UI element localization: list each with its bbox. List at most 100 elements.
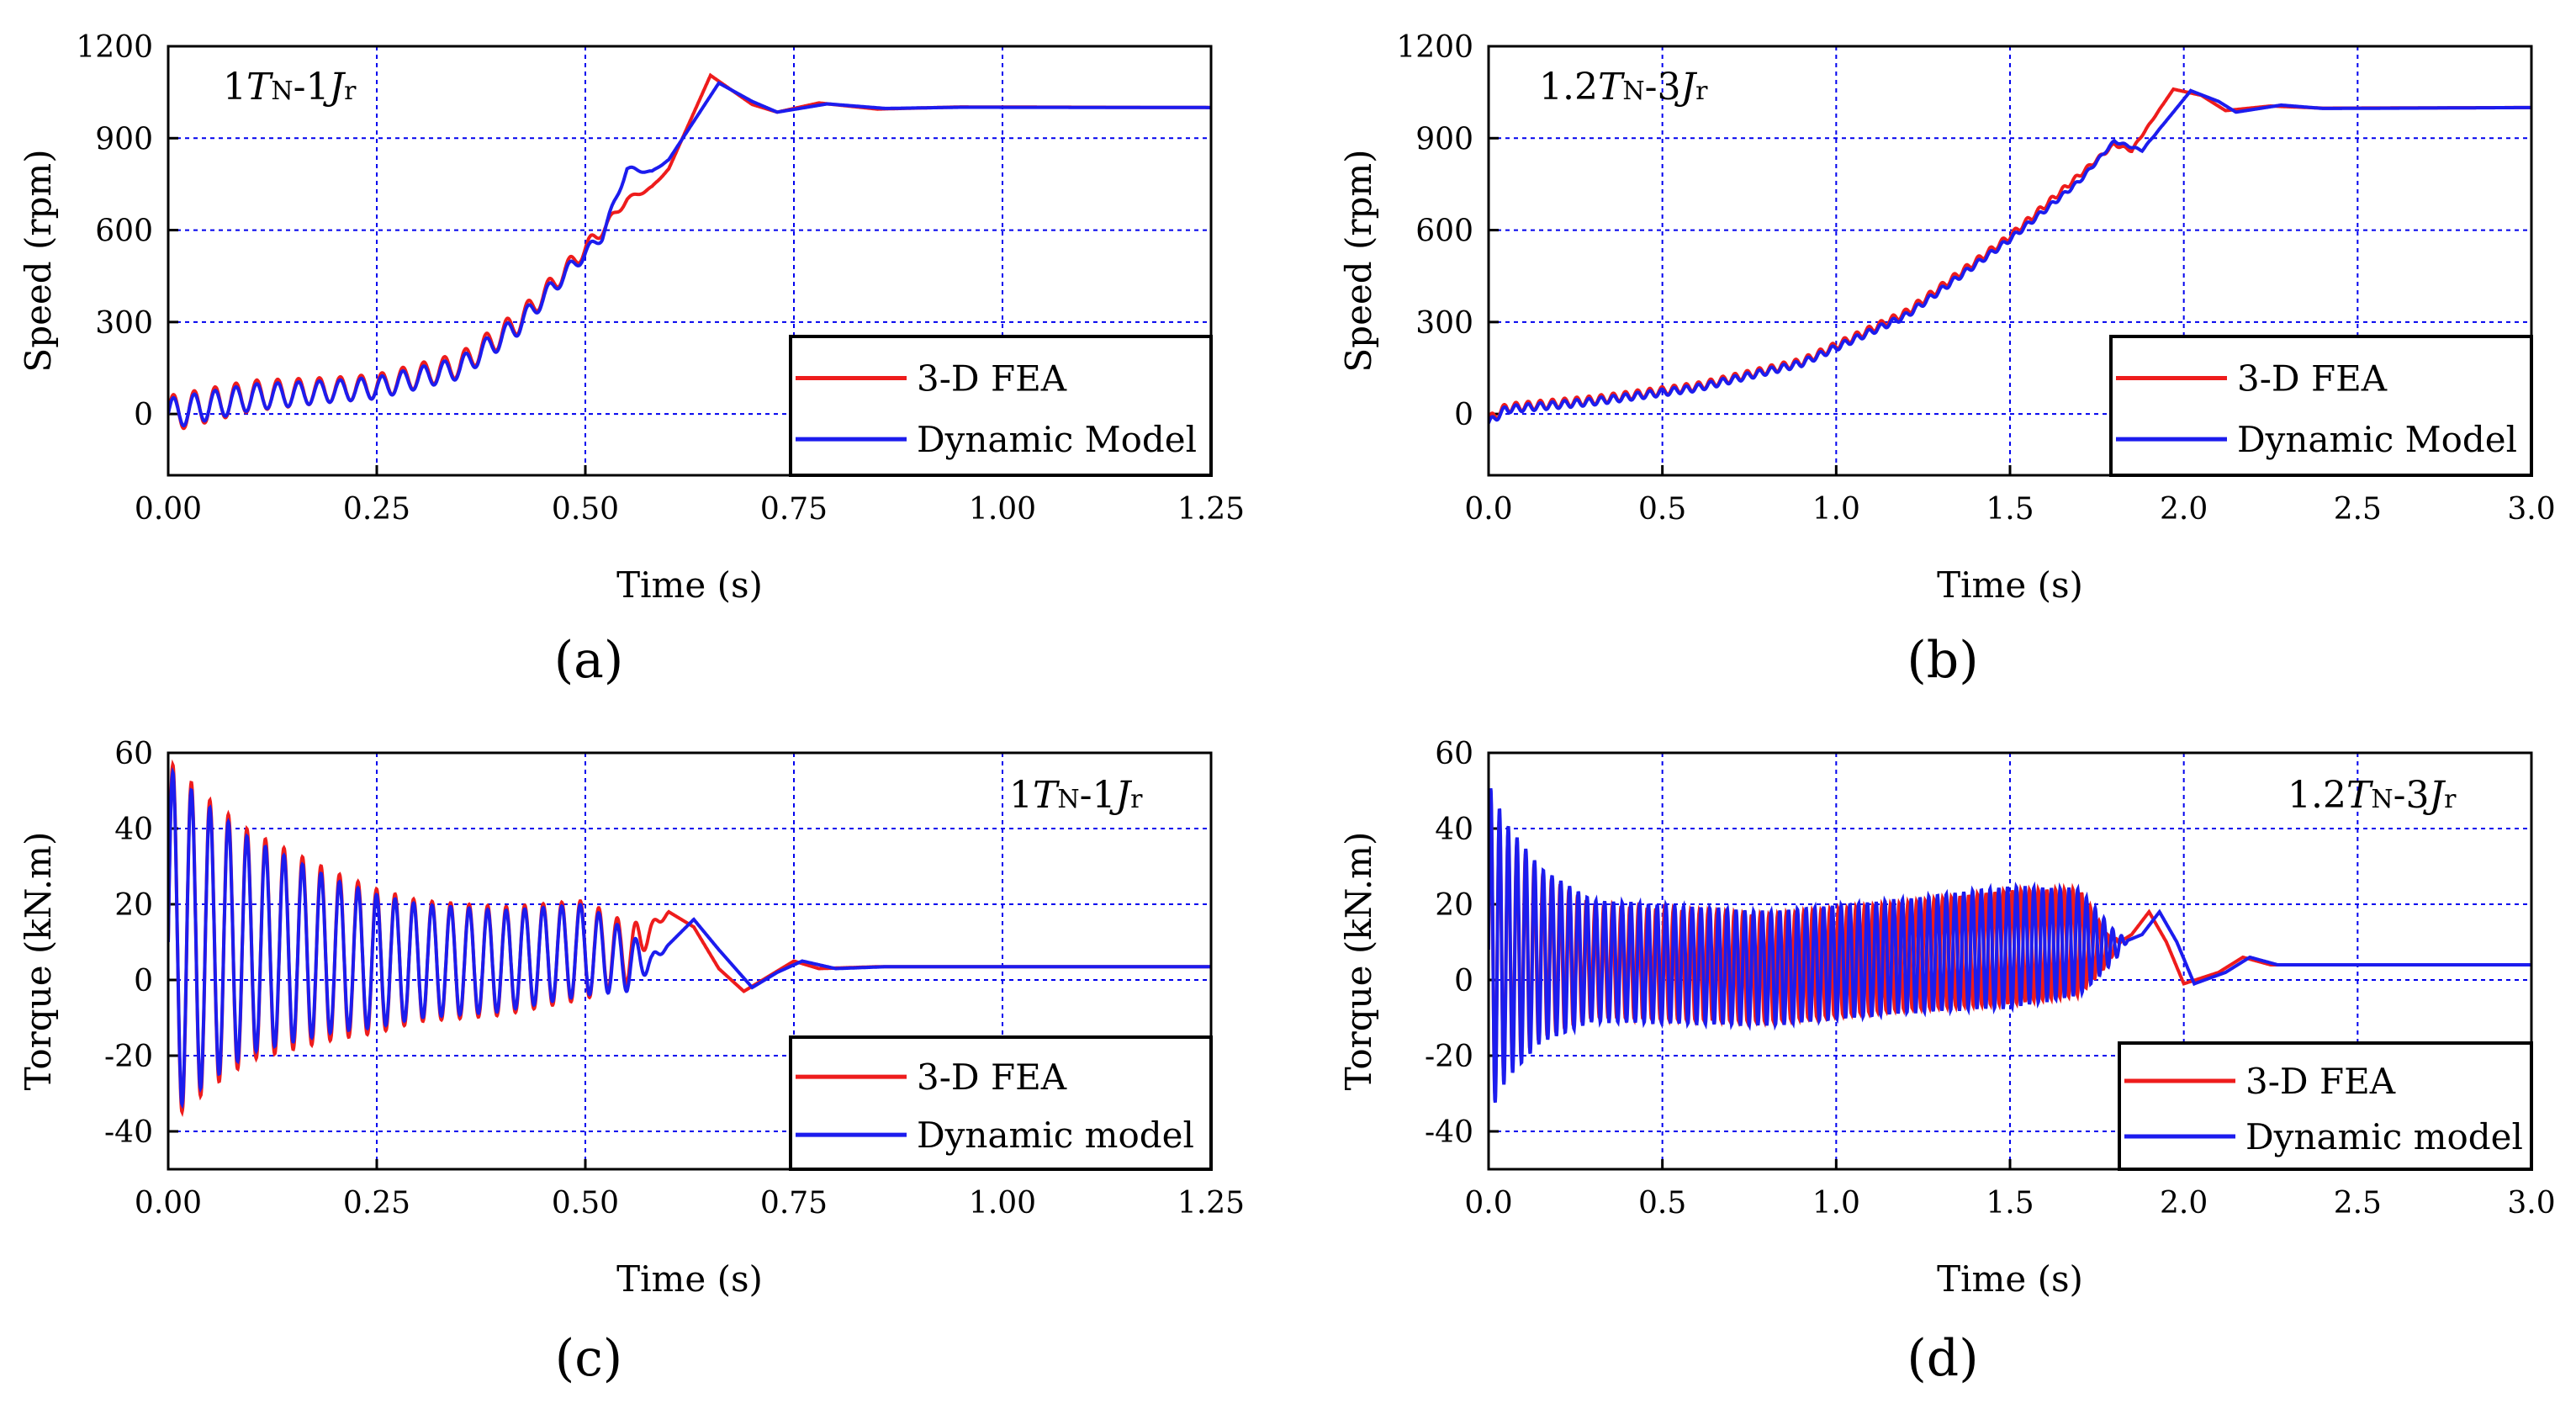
plot-frame bbox=[167, 45, 1213, 477]
x-tick-label: 1.25 bbox=[1177, 492, 1245, 527]
x-tick-label: 0.0 bbox=[1464, 1186, 1512, 1221]
annotation-part-r: r bbox=[1695, 77, 1708, 106]
annotation-part-mid: -1 bbox=[294, 66, 330, 109]
annotation-part-r: r bbox=[2444, 785, 2457, 814]
legend-entry: Dynamic Model bbox=[2237, 419, 2517, 460]
y-tick-label: 0 bbox=[134, 398, 153, 432]
series-line-dynamic-model bbox=[168, 81, 1211, 428]
series-line-dynamic-model bbox=[1489, 88, 2531, 424]
annotation-part-pre: 1.2 bbox=[2288, 774, 2346, 817]
y-axis-label: Speed (rpm) bbox=[18, 149, 59, 372]
series-line-dynamic-model bbox=[168, 766, 1211, 1109]
load-condition-annotation: 1.2TN-3Jr bbox=[2288, 774, 2457, 817]
x-tick-label: 0.50 bbox=[552, 492, 619, 527]
chart-panel-c: 0.00 0.25 0.50 0.75 1.00 1.25 -40 -20 0 20 40 60 3-D… bbox=[18, 737, 1245, 1388]
chart-panel-d: 0.0 0.5 1.0 1.5 2.0 2.5 3.0 -40 -20 0 20 40 60 3-D FE… bbox=[1338, 737, 2556, 1388]
legend-box bbox=[2109, 335, 2533, 477]
x-tick-label: 0.25 bbox=[343, 492, 410, 527]
x-tick-label: 2.5 bbox=[2334, 1186, 2382, 1221]
panel-label: (b) bbox=[1907, 631, 1978, 690]
annotation-part-N: N bbox=[1057, 785, 1079, 814]
annotation-part-mid: -3 bbox=[1645, 66, 1681, 109]
y-tick-label: 60 bbox=[114, 737, 153, 771]
x-tick-label: 3.0 bbox=[2507, 492, 2555, 527]
annotation-part-N: N bbox=[1622, 77, 1644, 106]
plot-frame bbox=[1487, 45, 2533, 477]
y-tick-label: 40 bbox=[114, 813, 153, 847]
annotation-part-r: r bbox=[344, 77, 357, 106]
legend: 3-D FEA Dynamic Model bbox=[789, 335, 1213, 477]
x-axis-label: Time (s) bbox=[616, 1258, 763, 1300]
legend-box bbox=[2118, 1041, 2533, 1171]
plot-frame bbox=[1487, 751, 2533, 1171]
y-tick-label: -40 bbox=[1425, 1115, 1473, 1150]
annotation-part-N: N bbox=[2371, 785, 2393, 814]
x-tick-label: 0.75 bbox=[760, 492, 828, 527]
annotation-part-N: N bbox=[271, 77, 293, 106]
x-tick-label: 3.0 bbox=[2507, 1186, 2555, 1221]
x-tick-label: 1.25 bbox=[1177, 1186, 1245, 1221]
y-tick-label: -20 bbox=[1425, 1040, 1473, 1074]
annotation-part-pre: 1.2 bbox=[1539, 66, 1598, 109]
panel-label: (d) bbox=[1907, 1329, 1978, 1388]
y-tick-label: 0 bbox=[1454, 398, 1473, 432]
x-tick-label: 1.0 bbox=[1812, 1186, 1860, 1221]
y-tick-label: 300 bbox=[1415, 306, 1473, 341]
legend-entry: 3-D FEA bbox=[917, 1057, 1067, 1098]
y-tick-label: 0 bbox=[134, 964, 153, 998]
legend-entry: 3-D FEA bbox=[2237, 358, 2388, 400]
x-tick-label: 1.5 bbox=[1986, 1186, 2034, 1221]
legend-entry: Dynamic Model bbox=[917, 419, 1197, 460]
x-tick-label: 1.5 bbox=[1986, 492, 2034, 527]
x-axis-label: Time (s) bbox=[1937, 564, 2083, 606]
x-tick-label: 1.00 bbox=[969, 492, 1036, 527]
y-tick-label: 300 bbox=[95, 306, 153, 341]
y-tick-label: 900 bbox=[1415, 122, 1473, 156]
load-condition-annotation: 1TN-1Jr bbox=[223, 66, 357, 109]
legend-box bbox=[789, 1035, 1213, 1171]
legend-entry: 3-D FEA bbox=[917, 358, 1067, 400]
x-tick-label: 2.0 bbox=[2160, 492, 2208, 527]
y-tick-label: 600 bbox=[95, 214, 153, 249]
annotation-part-mid: -1 bbox=[1080, 774, 1116, 817]
annotation-part-mid: -3 bbox=[2394, 774, 2430, 817]
legend: 3-D FEA Dynamic model bbox=[789, 1035, 1213, 1171]
plot-frame bbox=[167, 751, 1213, 1171]
x-tick-label: 0.50 bbox=[552, 1186, 619, 1221]
x-tick-label: 1.00 bbox=[969, 1186, 1036, 1221]
series-line-dynamic-model bbox=[1489, 787, 2531, 1103]
x-axis-label: Time (s) bbox=[1937, 1258, 2083, 1300]
x-tick-label: 1.0 bbox=[1812, 492, 1860, 527]
y-tick-label: 40 bbox=[1435, 813, 1473, 847]
legend-entry: Dynamic model bbox=[917, 1115, 1194, 1156]
x-tick-label: 0.75 bbox=[760, 1186, 828, 1221]
y-tick-label: 1200 bbox=[1396, 30, 1473, 65]
panel-label: (c) bbox=[555, 1329, 622, 1388]
legend-entry: Dynamic model bbox=[2245, 1116, 2523, 1157]
annotation-part-T: T bbox=[246, 66, 274, 109]
y-tick-label: 20 bbox=[1435, 888, 1473, 923]
x-axis-label: Time (s) bbox=[616, 564, 763, 606]
x-tick-label: 0.5 bbox=[1638, 1186, 1686, 1221]
legend: 3-D FEA Dynamic Model bbox=[2109, 335, 2533, 477]
y-axis-label: Torque (kN.m) bbox=[18, 832, 59, 1091]
chart-panel-b: 0.0 0.5 1.0 1.5 2.0 2.5 3.0 0 300 600 900 1200 3-D F… bbox=[1338, 30, 2556, 690]
y-tick-label: 1200 bbox=[76, 30, 153, 65]
x-tick-label: 0.00 bbox=[135, 1186, 202, 1221]
y-tick-label: -40 bbox=[104, 1115, 153, 1150]
x-tick-label: 0.0 bbox=[1464, 492, 1512, 527]
panel-label: (a) bbox=[554, 631, 624, 690]
chart-panel-a: 0.00 0.25 0.50 0.75 1.00 1.25 0 300 600 900 1200 3-… bbox=[18, 30, 1245, 690]
y-tick-label: -20 bbox=[104, 1040, 153, 1074]
legend: 3-D FEA Dynamic model bbox=[2118, 1041, 2533, 1171]
annotation-part-T: T bbox=[1598, 66, 1626, 109]
y-axis-label: Speed (rpm) bbox=[1338, 149, 1379, 372]
annotation-part-pre: 1 bbox=[223, 66, 246, 109]
annotation-part-pre: 1 bbox=[1009, 774, 1033, 817]
annotation-part-T: T bbox=[2346, 774, 2374, 817]
x-tick-label: 0.00 bbox=[135, 492, 202, 527]
y-tick-label: 900 bbox=[95, 122, 153, 156]
y-tick-label: 0 bbox=[1454, 964, 1473, 998]
annotation-part-T: T bbox=[1033, 774, 1061, 817]
